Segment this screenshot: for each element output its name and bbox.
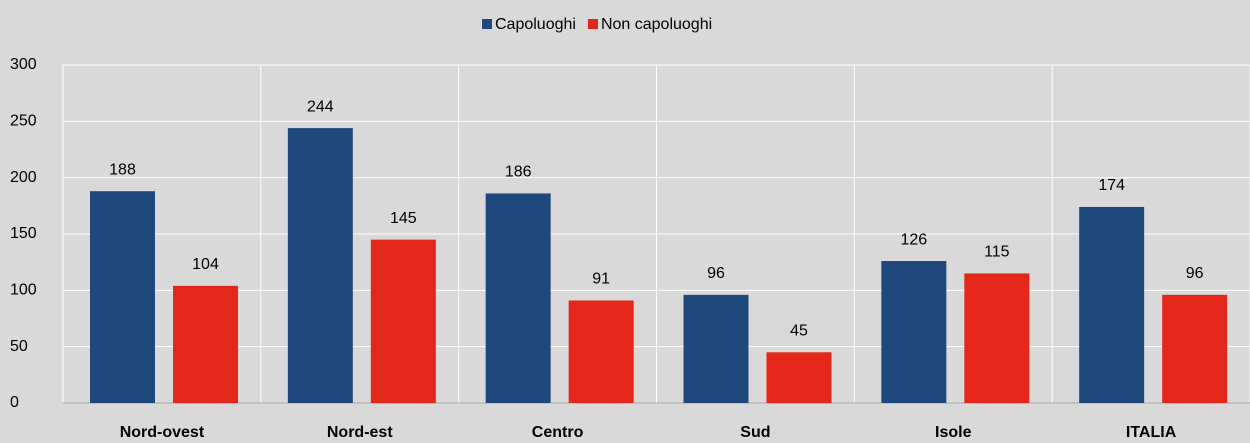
bar xyxy=(90,191,155,403)
data-label: 91 xyxy=(592,271,610,288)
bar xyxy=(1079,206,1145,403)
bar xyxy=(1162,294,1228,403)
y-tick-label: 100 xyxy=(10,282,37,299)
bar xyxy=(287,128,353,404)
legend-swatch xyxy=(587,19,598,29)
data-label: 104 xyxy=(192,256,219,273)
bar xyxy=(683,294,749,403)
x-tick-label: Sud xyxy=(740,424,770,441)
legend-label: Non capoluoghi xyxy=(601,16,712,33)
data-label: 145 xyxy=(390,210,417,227)
x-tick-label: Isole xyxy=(935,424,972,441)
data-label: 186 xyxy=(505,164,532,181)
legend-swatch xyxy=(482,19,492,29)
data-label: 96 xyxy=(707,265,725,282)
data-label: 45 xyxy=(790,323,808,340)
data-label: 188 xyxy=(109,161,136,178)
data-label: 96 xyxy=(1186,265,1204,282)
x-tick-label: Centro xyxy=(532,424,584,441)
x-tick-label: ITALIA xyxy=(1126,424,1177,441)
bar xyxy=(485,193,551,403)
bar xyxy=(881,261,947,403)
data-label: 115 xyxy=(984,244,1010,261)
bar xyxy=(766,352,832,403)
data-label: 126 xyxy=(900,231,927,248)
legend-label: Capoluoghi xyxy=(495,16,576,33)
bar xyxy=(370,239,436,403)
y-tick-label: 150 xyxy=(10,225,37,242)
y-tick-label: 50 xyxy=(10,338,28,355)
data-label: 174 xyxy=(1098,177,1125,194)
y-tick-label: 300 xyxy=(10,56,37,73)
y-tick-label: 0 xyxy=(10,394,19,411)
bar xyxy=(173,285,238,403)
y-tick-label: 250 xyxy=(10,113,37,130)
x-tick-label: Nord-est xyxy=(327,424,393,441)
bar xyxy=(964,273,1030,403)
bar xyxy=(568,300,634,403)
data-label: 244 xyxy=(307,98,334,115)
x-tick-label: Nord-ovest xyxy=(120,424,205,441)
y-tick-label: 200 xyxy=(10,169,37,186)
